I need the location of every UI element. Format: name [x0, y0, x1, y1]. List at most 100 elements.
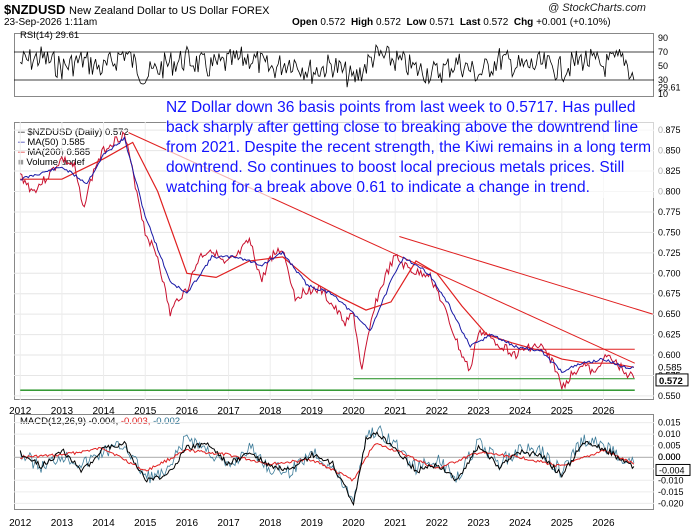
price-x-tick: 2015	[134, 406, 157, 417]
macd-x-tick: 2023	[467, 518, 490, 529]
price-legend-text: $NZDUSD (Daily) 0.572	[27, 127, 129, 138]
macd-x-tick: 2015	[134, 518, 157, 529]
open-label: Open	[292, 17, 318, 28]
annotation-text: NZ Dollar down 36 basis points from last…	[166, 98, 666, 198]
macd-x-tick: 2022	[426, 518, 449, 529]
price-y-tick: 0.600	[658, 350, 681, 360]
last-label: Last	[459, 17, 481, 28]
macd-legend: MACD(12,26,9) -0.004, -0.003, -0.002	[20, 416, 180, 427]
date-time: 23-Sep-2026 1:11am	[4, 17, 98, 28]
ma50-legend-line: ─ MA(50) 0.585	[18, 137, 85, 148]
price-y-tick: 0.850	[658, 146, 681, 156]
price-legend: ─ $NZDUSD (Daily) 0.572 ─ MA(50) 0.585 ─…	[18, 128, 129, 168]
macd-y-tick: -0.020	[658, 498, 684, 508]
rsi-y-tick: 10	[658, 89, 668, 99]
price-y-tick: 0.725	[658, 248, 681, 258]
chg-label: Chg	[513, 17, 534, 28]
price-y-tick: 0.650	[658, 309, 681, 319]
macd-x-tick: 2019	[301, 518, 324, 529]
macd-x-tick: 2021	[384, 518, 407, 529]
price-y-tick: 0.625	[658, 330, 681, 340]
macd-x-tick: 2020	[342, 518, 365, 529]
macd-y-tick: -0.015	[658, 487, 684, 497]
price-x-tick: 2020	[342, 406, 365, 417]
macd-x-tick: 2016	[176, 518, 199, 529]
rsi-last-value: 29.61	[658, 82, 681, 92]
high-label: High	[350, 17, 374, 28]
rsi-y-tick: 30	[658, 75, 668, 85]
low-value: 0.571	[429, 17, 455, 28]
price-y-tick: 0.750	[658, 227, 681, 237]
price-last-box	[655, 373, 689, 387]
macd-x-tick: 2026	[592, 518, 615, 529]
rsi-y-tick: 90	[658, 33, 668, 43]
price-x-tick: 2024	[509, 406, 532, 417]
ma200-legend-text: MA(200) 0.585	[27, 147, 91, 158]
price-y-tick: 0.800	[658, 187, 681, 197]
signal-legend-value: -0.003,	[120, 416, 151, 427]
rsi-y-tick: 50	[658, 61, 668, 71]
chart-header: $NZDUSD New Zealand Dollar to US Dollar …	[4, 2, 270, 17]
exchange-name: FOREX	[231, 5, 270, 17]
price-line	[19, 130, 635, 390]
price-y-tick: 0.775	[658, 207, 681, 217]
price-x-tick: 2023	[467, 406, 490, 417]
price-x-tick: 2026	[592, 406, 615, 417]
rsi-panel	[14, 33, 654, 97]
macd-x-tick: 2012	[9, 518, 32, 529]
macd-y-tick: 0.000	[658, 452, 681, 462]
ma50-legend-text: MA(50) 0.585	[27, 137, 85, 148]
price-x-tick: 2017	[217, 406, 240, 417]
price-y-tick: 0.825	[658, 166, 681, 176]
macd-x-tick: 2024	[509, 518, 532, 529]
rsi-y-tick: 70	[658, 47, 668, 57]
macd-legend-value: -0.004,	[88, 416, 119, 427]
price-x-tick: 2021	[384, 406, 407, 417]
macd-signal-line	[20, 443, 635, 482]
symbol-description: New Zealand Dollar to US Dollar	[69, 5, 228, 17]
open-value: 0.572	[320, 17, 346, 28]
price-x-tick: 2013	[51, 406, 74, 417]
macd-line	[19, 431, 635, 507]
chg-value: +0.001 (+0.10%)	[536, 17, 611, 28]
macd-x-tick: 2018	[259, 518, 282, 529]
price-last-value: 0.572	[659, 376, 683, 387]
macd-last-zero: 0.000	[658, 452, 681, 462]
macd-histogram	[19, 425, 635, 502]
macd-y-tick: -0.010	[658, 475, 684, 485]
ma50-line	[20, 136, 635, 373]
macd-x-tick: 2013	[51, 518, 74, 529]
low-label: Low	[406, 17, 427, 28]
volume-legend-text: Volume undef	[26, 157, 85, 168]
price-x-tick: 2018	[259, 406, 282, 417]
ma200-legend-line: ─ MA(200) 0.585	[18, 147, 91, 158]
hist-legend-value: -0.002	[153, 416, 181, 427]
macd-last-value: -0.004	[659, 465, 685, 475]
macd-last-box	[655, 463, 691, 476]
ma200-line	[20, 141, 635, 368]
price-y-tick: 0.675	[658, 289, 681, 299]
macd-legend-name: MACD(12,26,9)	[20, 416, 86, 427]
price-x-tick: 2019	[301, 406, 324, 417]
macd-y-tick: 0.010	[658, 429, 681, 439]
macd-x-tick: 2025	[551, 518, 574, 529]
price-y-tick: 0.875	[658, 125, 681, 135]
volume-legend-line: ■ Volume undef	[18, 157, 85, 168]
quote-summary: Open 0.572 High 0.572 Low 0.571 Last 0.5…	[292, 17, 611, 28]
price-y-tick: 0.550	[658, 391, 681, 401]
price-x-tick: 2022	[426, 406, 449, 417]
ma-last-value: 0.585	[658, 362, 682, 373]
price-x-tick: 2014	[92, 406, 115, 417]
symbol: $NZDUSD	[4, 2, 66, 17]
stockcharts-credit: @ StockCharts.com	[548, 2, 646, 14]
price-y-tick: 0.700	[658, 268, 681, 278]
macd-y-tick: 0.005	[658, 441, 681, 451]
last-value: 0.572	[483, 17, 509, 28]
price-legend-line: ─ $NZDUSD (Daily) 0.572	[18, 127, 129, 138]
high-value: 0.572	[375, 17, 401, 28]
price-x-tick: 2025	[551, 406, 574, 417]
macd-x-tick: 2017	[217, 518, 240, 529]
trend-line	[399, 235, 653, 315]
macd-y-tick: 0.015	[658, 418, 681, 428]
